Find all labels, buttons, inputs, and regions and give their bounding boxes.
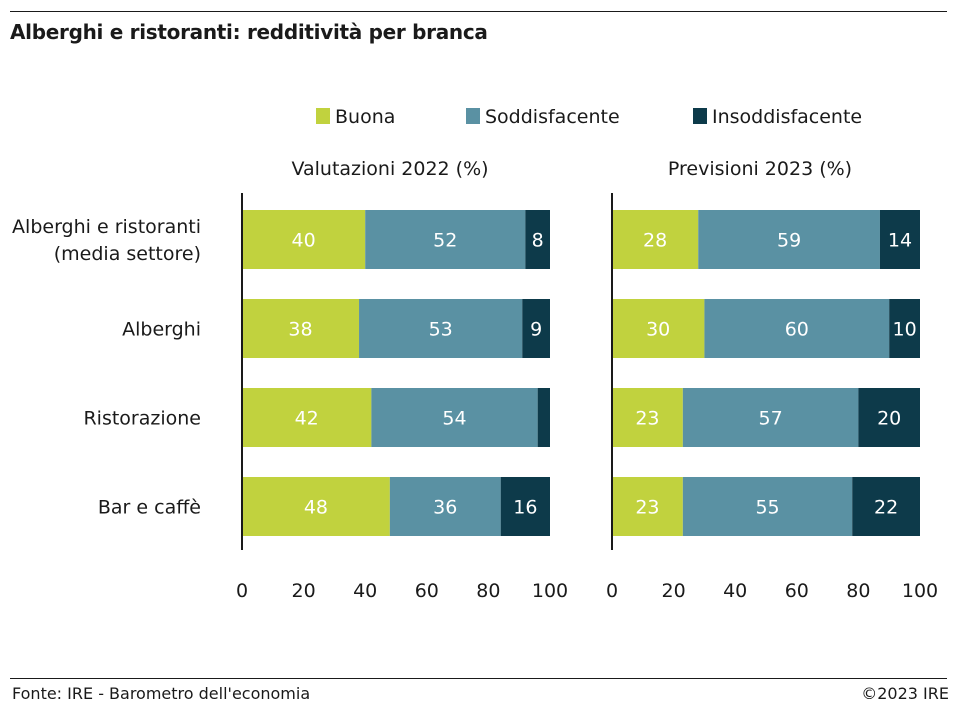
x-tick-label: 80 xyxy=(846,580,870,602)
bar-buona xyxy=(242,210,366,269)
data-label: 36 xyxy=(433,497,457,519)
data-label: 59 xyxy=(777,230,801,252)
bar-insoddisfacente xyxy=(852,477,920,536)
x-tick-label: 60 xyxy=(415,580,439,602)
data-label: 38 xyxy=(288,319,312,341)
x-tick-label: 20 xyxy=(662,580,686,602)
bar-soddisfacente xyxy=(389,477,501,536)
bar-buona xyxy=(612,477,683,536)
bar-insoddisfacente xyxy=(522,299,550,358)
data-label: 22 xyxy=(874,497,898,519)
bar-buona xyxy=(242,388,372,447)
data-label: 54 xyxy=(442,408,466,430)
bar-buona xyxy=(612,299,705,358)
bar-soddisfacente xyxy=(359,299,523,358)
x-tick-label: 60 xyxy=(785,580,809,602)
legend-swatch-soddisfacente xyxy=(466,108,480,124)
source-note: Fonte: IRE - Barometro dell'economia xyxy=(12,684,311,703)
bar-soddisfacente xyxy=(365,210,526,269)
data-label: 8 xyxy=(532,230,544,252)
bar-soddisfacente xyxy=(682,388,859,447)
data-label: 20 xyxy=(877,408,901,430)
x-tick-label: 100 xyxy=(532,580,568,602)
data-label: 60 xyxy=(785,319,809,341)
data-label: 10 xyxy=(893,319,917,341)
panel-title: Valutazioni 2022 (%) xyxy=(291,158,488,180)
bar-insoddisfacente xyxy=(525,210,550,269)
bar-soddisfacente xyxy=(698,210,880,269)
data-label: 9 xyxy=(530,319,542,341)
data-label: 53 xyxy=(429,319,453,341)
data-label: 23 xyxy=(635,408,659,430)
bar-insoddisfacente xyxy=(500,477,550,536)
bar-buona xyxy=(612,388,683,447)
data-label: 55 xyxy=(755,497,779,519)
category-label: Alberghi xyxy=(122,319,201,341)
x-tick-label: 40 xyxy=(723,580,747,602)
data-label: 23 xyxy=(635,497,659,519)
x-tick-label: 0 xyxy=(606,580,618,602)
bar-insoddisfacente xyxy=(537,388,550,447)
bottom-rule xyxy=(10,678,947,679)
data-label: 57 xyxy=(759,408,783,430)
x-tick-label: 80 xyxy=(476,580,500,602)
legend-label-buona: Buona xyxy=(335,106,395,128)
data-label: 52 xyxy=(433,230,457,252)
bar-insoddisfacente xyxy=(889,299,920,358)
top-rule xyxy=(10,11,947,12)
bar-insoddisfacente xyxy=(879,210,920,269)
data-label: 16 xyxy=(513,497,537,519)
legend-label-soddisfacente: Soddisfacente xyxy=(485,106,620,128)
chart-title: Alberghi e ristoranti: redditività per b… xyxy=(10,20,488,44)
x-tick-label: 100 xyxy=(902,580,938,602)
category-label: (media settore) xyxy=(54,243,201,265)
data-label: 30 xyxy=(646,319,670,341)
bar-soddisfacente xyxy=(371,388,538,447)
x-tick-label: 20 xyxy=(292,580,316,602)
legend-swatch-insoddisfacente xyxy=(693,108,707,124)
legend-label-insoddisfacente: Insoddisfacente xyxy=(712,106,862,128)
bar-insoddisfacente xyxy=(858,388,920,447)
category-label: Bar e caffè xyxy=(98,497,201,519)
data-label: 40 xyxy=(292,230,316,252)
bar-buona xyxy=(612,210,699,269)
category-label: Ristorazione xyxy=(83,408,201,430)
data-label: 14 xyxy=(888,230,912,252)
legend-swatch-buona xyxy=(316,108,330,124)
data-label: 42 xyxy=(295,408,319,430)
x-tick-label: 0 xyxy=(236,580,248,602)
category-label: Alberghi e ristoranti xyxy=(12,216,201,238)
bar-buona xyxy=(242,477,390,536)
panel-title: Previsioni 2023 (%) xyxy=(668,158,852,180)
bar-soddisfacente xyxy=(682,477,853,536)
bar-buona xyxy=(242,299,360,358)
bar-soddisfacente xyxy=(704,299,890,358)
data-label: 28 xyxy=(643,230,667,252)
copyright-note: ©2023 IRE xyxy=(861,684,949,703)
x-tick-label: 40 xyxy=(353,580,377,602)
data-label: 48 xyxy=(304,497,328,519)
